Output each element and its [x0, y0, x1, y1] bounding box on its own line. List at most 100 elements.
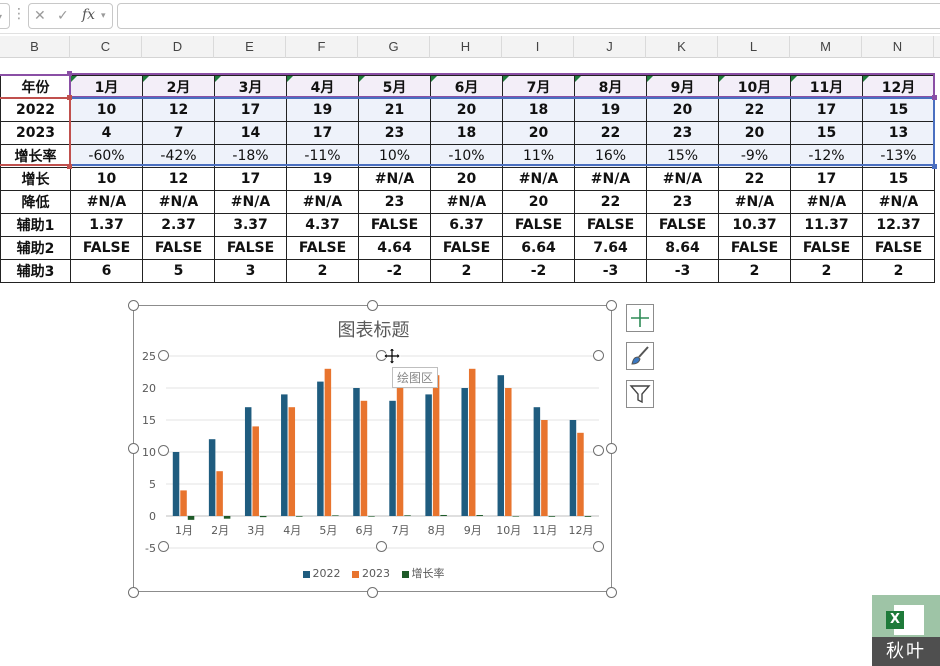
chart-legend[interactable]: 2022 2023 增长率: [134, 565, 613, 581]
chart-resize-handle[interactable]: [128, 443, 139, 454]
table-cell[interactable]: 15: [862, 166, 935, 191]
table-cell[interactable]: FALSE: [214, 235, 287, 260]
table-cell[interactable]: -3: [646, 258, 719, 283]
table-cell[interactable]: -42%: [142, 143, 215, 168]
table-cell[interactable]: #N/A: [502, 166, 575, 191]
table-cell[interactable]: FALSE: [718, 235, 791, 260]
table-cell[interactable]: #N/A: [790, 189, 863, 214]
table-cell[interactable]: 20: [502, 120, 575, 145]
insert-function-icon[interactable]: fx: [82, 7, 96, 23]
table-cell[interactable]: #N/A: [430, 189, 503, 214]
row-label[interactable]: 增长率: [0, 143, 71, 168]
row-label[interactable]: 降低: [0, 189, 71, 214]
table-cell[interactable]: FALSE: [358, 212, 431, 237]
plot-resize-handle[interactable]: [158, 445, 169, 456]
table-cell[interactable]: 2: [790, 258, 863, 283]
plot-resize-handle[interactable]: [593, 350, 604, 361]
table-cell[interactable]: 19: [286, 97, 359, 122]
table-cell[interactable]: -11%: [286, 143, 359, 168]
table-cell[interactable]: 20: [502, 189, 575, 214]
column-header[interactable]: B: [0, 36, 70, 58]
column-header[interactable]: D: [142, 36, 214, 58]
chart-title[interactable]: 图表标题: [337, 320, 410, 341]
table-cell[interactable]: 22: [718, 166, 791, 191]
chart-resize-handle[interactable]: [367, 587, 378, 598]
table-cell[interactable]: 1月: [70, 74, 143, 99]
chart-styles-button[interactable]: [626, 342, 654, 370]
plot-area[interactable]: -5 0 5 10 15 20 25 1月 2月 3月 4月 5月 6月 7月 8月 9月 10月 11月 12月: [134, 306, 613, 593]
chart-area[interactable]: 图表标题 -5 0 5 10 15 20 25 1月 2月 3月 4月 5月 6月 7月 8月 9月 10月 11…: [133, 305, 612, 592]
column-header[interactable]: M: [790, 36, 862, 58]
table-cell[interactable]: 22: [718, 97, 791, 122]
column-header[interactable]: L: [718, 36, 790, 58]
selection-handle[interactable]: [67, 95, 72, 100]
table-cell[interactable]: 20: [430, 166, 503, 191]
selection-handle[interactable]: [67, 164, 72, 169]
table-cell[interactable]: FALSE: [790, 235, 863, 260]
row-label[interactable]: 2023: [0, 120, 71, 145]
table-cell[interactable]: #N/A: [646, 166, 719, 191]
table-cell[interactable]: -18%: [214, 143, 287, 168]
table-cell[interactable]: FALSE: [70, 235, 143, 260]
formula-input[interactable]: [117, 3, 940, 29]
table-cell[interactable]: -60%: [70, 143, 143, 168]
table-cell[interactable]: FALSE: [862, 235, 935, 260]
legend-item-rate[interactable]: 增长率: [401, 565, 445, 581]
table-cell[interactable]: -2: [502, 258, 575, 283]
table-cell[interactable]: 4.37: [286, 212, 359, 237]
table-cell[interactable]: 2: [286, 258, 359, 283]
table-cell[interactable]: 3: [214, 258, 287, 283]
row-label[interactable]: 辅助1: [0, 212, 71, 237]
table-cell[interactable]: 15: [790, 120, 863, 145]
table-cell[interactable]: #N/A: [70, 189, 143, 214]
table-cell[interactable]: 7: [142, 120, 215, 145]
table-cell[interactable]: FALSE: [646, 212, 719, 237]
table-cell[interactable]: 6.37: [430, 212, 503, 237]
table-cell[interactable]: 7月: [502, 74, 575, 99]
table-cell[interactable]: #N/A: [142, 189, 215, 214]
legend-item-2022[interactable]: 2022: [302, 567, 341, 580]
table-cell[interactable]: 6.64: [502, 235, 575, 260]
table-cell[interactable]: 12月: [862, 74, 935, 99]
table-cell[interactable]: #N/A: [862, 189, 935, 214]
table-cell[interactable]: 16%: [574, 143, 647, 168]
table-cell[interactable]: #N/A: [574, 166, 647, 191]
table-cell[interactable]: 4: [70, 120, 143, 145]
table-cell[interactable]: FALSE: [574, 212, 647, 237]
table-cell[interactable]: 10: [70, 97, 143, 122]
table-cell[interactable]: 15%: [646, 143, 719, 168]
table-cell[interactable]: FALSE: [502, 212, 575, 237]
table-cell[interactable]: 7.64: [574, 235, 647, 260]
chart-resize-handle[interactable]: [128, 587, 139, 598]
column-header[interactable]: C: [70, 36, 142, 58]
chevron-down-icon[interactable]: ▾: [101, 11, 106, 21]
table-cell[interactable]: 3.37: [214, 212, 287, 237]
table-cell[interactable]: #N/A: [358, 166, 431, 191]
table-cell[interactable]: FALSE: [430, 235, 503, 260]
plot-resize-handle[interactable]: [376, 541, 387, 552]
table-cell[interactable]: 13: [862, 120, 935, 145]
plot-resize-handle[interactable]: [593, 541, 604, 552]
chart-resize-handle[interactable]: [606, 300, 617, 311]
table-cell[interactable]: 10.37: [718, 212, 791, 237]
row-label[interactable]: 辅助2: [0, 235, 71, 260]
table-cell[interactable]: 17: [214, 166, 287, 191]
table-cell[interactable]: 20: [718, 120, 791, 145]
table-cell[interactable]: 12.37: [862, 212, 935, 237]
table-cell[interactable]: 12: [142, 166, 215, 191]
table-cell[interactable]: 2: [430, 258, 503, 283]
table-cell[interactable]: 2.37: [142, 212, 215, 237]
table-cell[interactable]: 11月: [790, 74, 863, 99]
chart-filters-button[interactable]: [626, 380, 654, 408]
table-cell[interactable]: 11%: [502, 143, 575, 168]
table-cell[interactable]: 20: [646, 97, 719, 122]
chart-resize-handle[interactable]: [606, 443, 617, 454]
chart-resize-handle[interactable]: [606, 587, 617, 598]
table-cell[interactable]: 10%: [358, 143, 431, 168]
table-cell[interactable]: 17: [790, 97, 863, 122]
table-cell[interactable]: 6月: [430, 74, 503, 99]
selection-handle[interactable]: [932, 95, 937, 100]
table-cell[interactable]: 2月: [142, 74, 215, 99]
chart-resize-handle[interactable]: [367, 300, 378, 311]
table-cell[interactable]: 2: [718, 258, 791, 283]
